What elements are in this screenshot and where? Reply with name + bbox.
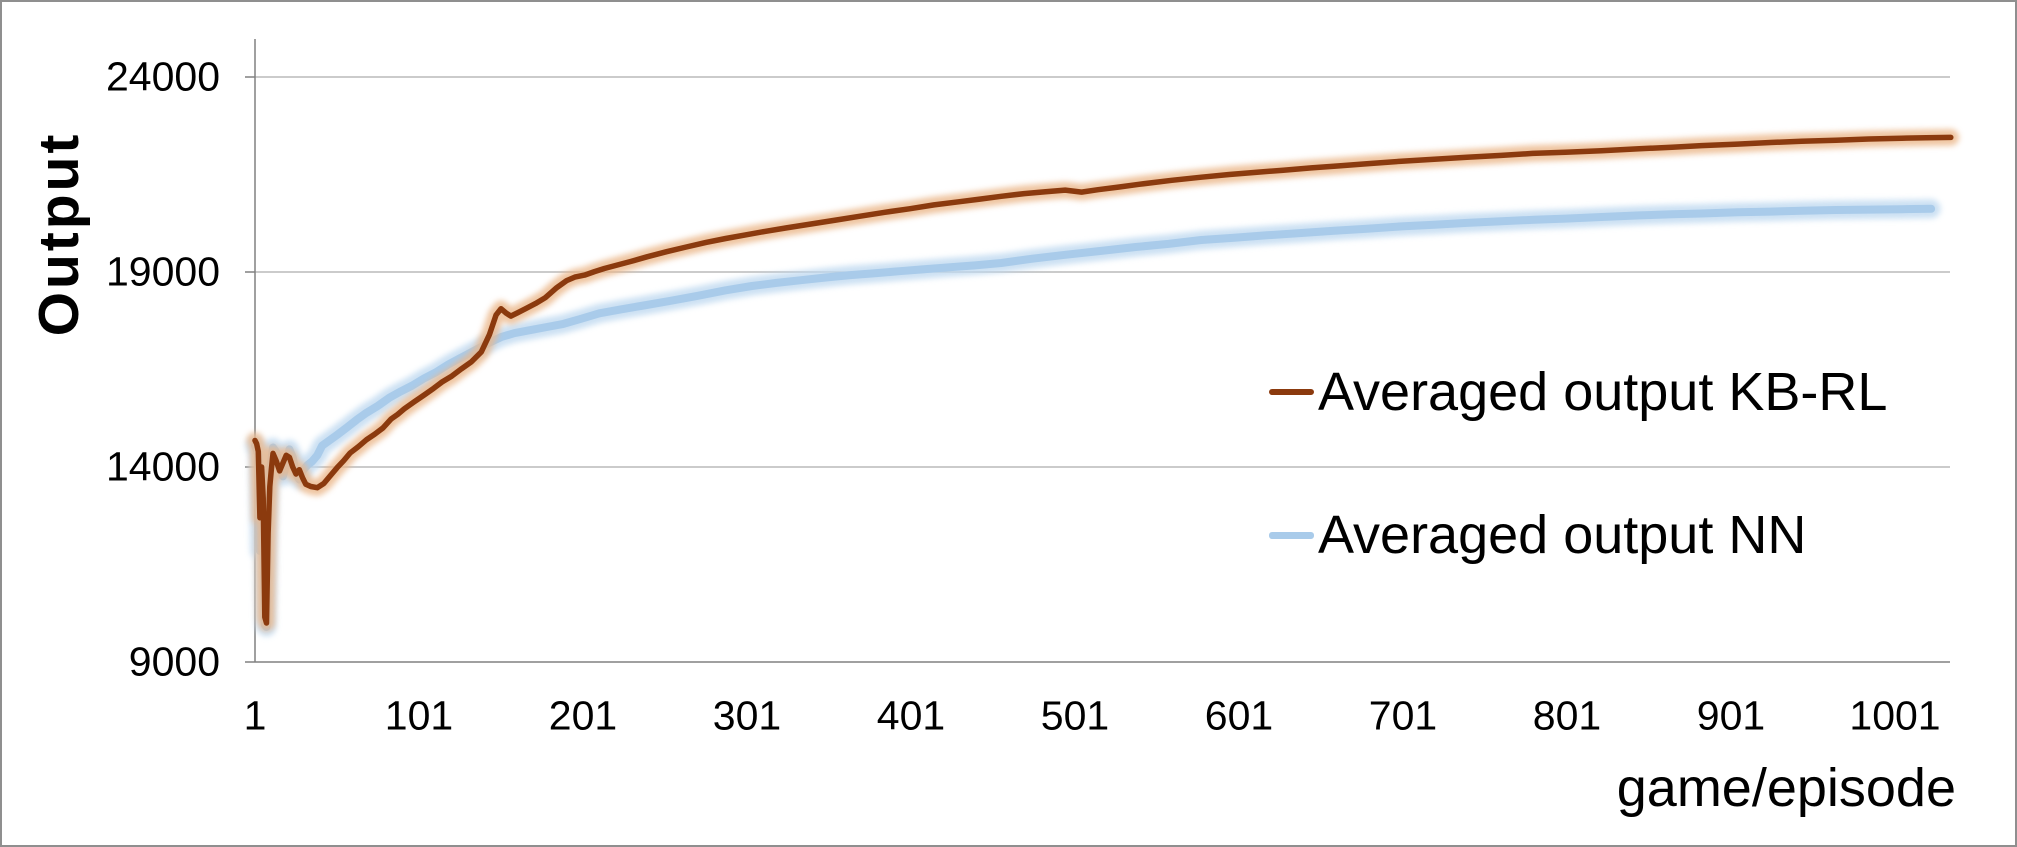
legend-line-swatch-icon xyxy=(1269,531,1314,539)
x-axis-tick-label: 401 xyxy=(876,692,946,739)
legend-label: Averaged output NN xyxy=(1318,505,1807,565)
x-axis-tick-label: 801 xyxy=(1532,692,1602,739)
x-axis-tick-label: 1 xyxy=(243,692,267,739)
x-axis-tick-label: 201 xyxy=(548,692,618,739)
y-axis-tick-label: 9000 xyxy=(128,638,220,685)
x-axis-tick-label: 301 xyxy=(712,692,782,739)
y-axis-title: Output xyxy=(27,131,91,337)
x-axis-tick-label: 1001 xyxy=(1849,692,1941,739)
legend-entry-nn: Averaged output NN xyxy=(1269,504,1806,566)
y-axis-tick-label: 19000 xyxy=(105,248,220,295)
legend-line-swatch-icon xyxy=(1269,389,1314,395)
y-axis-tick-label: 24000 xyxy=(105,53,220,100)
series-line xyxy=(252,134,1954,626)
y-axis-tick-label: 14000 xyxy=(105,443,220,490)
legend-entry-kb-rl: Averaged output KB-RL xyxy=(1269,361,1887,423)
x-axis-tick-label: 601 xyxy=(1204,692,1274,739)
x-axis-tick-label: 901 xyxy=(1696,692,1766,739)
x-axis-tick-label: 101 xyxy=(384,692,454,739)
x-axis-tick-label: 501 xyxy=(1040,692,1110,739)
x-axis-title: game/episode xyxy=(1616,758,1956,818)
x-axis-tick-label: 701 xyxy=(1368,692,1438,739)
legend-label: Averaged output KB-RL xyxy=(1318,362,1888,422)
